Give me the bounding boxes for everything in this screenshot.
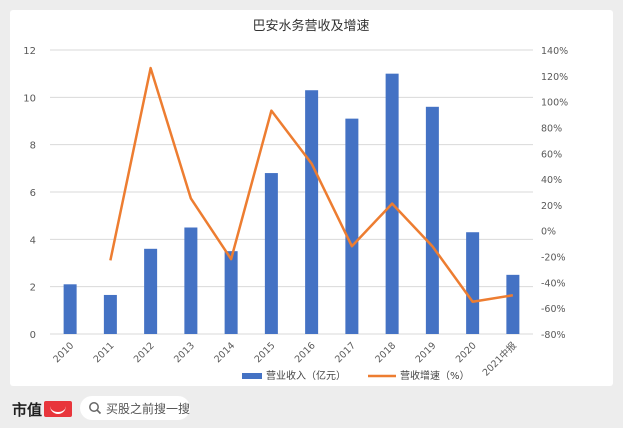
- x-tick-label: 2017: [333, 340, 358, 365]
- bar: [466, 232, 480, 334]
- right-tick-label: 0%: [541, 227, 556, 238]
- chart-card: 巴安水务营收及增速 0 2 4 6 8 10 12 -80% -60% -40% -20% 0% 20…: [10, 10, 613, 386]
- x-tick-label: 2012: [132, 340, 157, 365]
- x-tick-label: 2015: [253, 340, 278, 365]
- bar: [425, 106, 439, 334]
- bar: [103, 294, 117, 334]
- x-tick-label: 2018: [373, 340, 398, 365]
- bar: [224, 251, 238, 334]
- left-tick-label: 8: [30, 141, 36, 152]
- brand-logo[interactable]: 市值: [12, 398, 73, 420]
- right-tick-label: 60%: [541, 149, 562, 160]
- right-tick-label: 20%: [541, 201, 562, 212]
- growth-line: [109, 66, 514, 303]
- legend: 营业收入（亿元） 营收增速（%）: [242, 369, 470, 382]
- right-tick-label: 100%: [541, 98, 568, 109]
- x-tick-label: 2011: [92, 340, 117, 365]
- bar: [264, 173, 278, 334]
- legend-bar-swatch: [242, 373, 262, 379]
- x-tick-label: 2010: [51, 340, 76, 365]
- right-tick-label: 120%: [541, 72, 568, 83]
- x-tick-label: 2013: [172, 340, 197, 365]
- gridlines: [50, 49, 533, 335]
- x-tick-label: 2021中报: [480, 339, 519, 378]
- right-tick-label: -20%: [541, 253, 566, 264]
- left-tick-label: 12: [23, 46, 36, 57]
- bar: [184, 227, 198, 334]
- x-tick-label: 2020: [454, 340, 479, 365]
- right-axis-ticks: -80% -60% -40% -20% 0% 20% 40% 60% 80% 100% 120% 14…: [541, 46, 568, 341]
- x-tick-label: 2016: [293, 340, 318, 365]
- right-tick-label: 40%: [541, 175, 562, 186]
- bar: [144, 248, 158, 334]
- search-text: 买股之前搜一搜: [106, 401, 191, 416]
- bar: [345, 118, 359, 334]
- brand-badge-icon: [44, 401, 73, 417]
- right-tick-label: 140%: [541, 46, 568, 57]
- bar-series: [63, 73, 520, 334]
- right-tick-label: -80%: [541, 330, 566, 341]
- x-tick-label: 2019: [414, 340, 439, 365]
- bar: [305, 90, 319, 334]
- left-tick-label: 6: [30, 188, 36, 199]
- line-series: [109, 66, 514, 303]
- footer: 市值 买股之前搜一搜: [0, 390, 623, 428]
- chart-title: 巴安水务营收及增速: [252, 18, 369, 34]
- legend-bar-label: 营业收入（亿元）: [266, 369, 346, 382]
- right-tick-label: 80%: [541, 123, 562, 134]
- chart: 巴安水务营收及增速 0 2 4 6 8 10 12 -80% -60% -40% -20% 0% 20…: [23, 18, 568, 382]
- bar: [63, 284, 77, 334]
- x-tick-label: 2014: [212, 340, 237, 365]
- left-axis-ticks: 0 2 4 6 8 10 12: [23, 46, 36, 341]
- bar: [506, 274, 520, 334]
- left-tick-label: 0: [30, 330, 36, 341]
- left-tick-label: 10: [23, 93, 36, 104]
- legend-line-label: 营收增速（%）: [400, 369, 470, 382]
- search-box[interactable]: 买股之前搜一搜: [80, 396, 190, 420]
- left-tick-label: 4: [30, 235, 36, 246]
- left-tick-label: 2: [30, 283, 36, 294]
- brand-text: 市值: [12, 400, 43, 419]
- right-tick-label: -40%: [541, 278, 566, 289]
- search-icon: [89, 402, 102, 415]
- right-tick-label: -60%: [541, 304, 566, 315]
